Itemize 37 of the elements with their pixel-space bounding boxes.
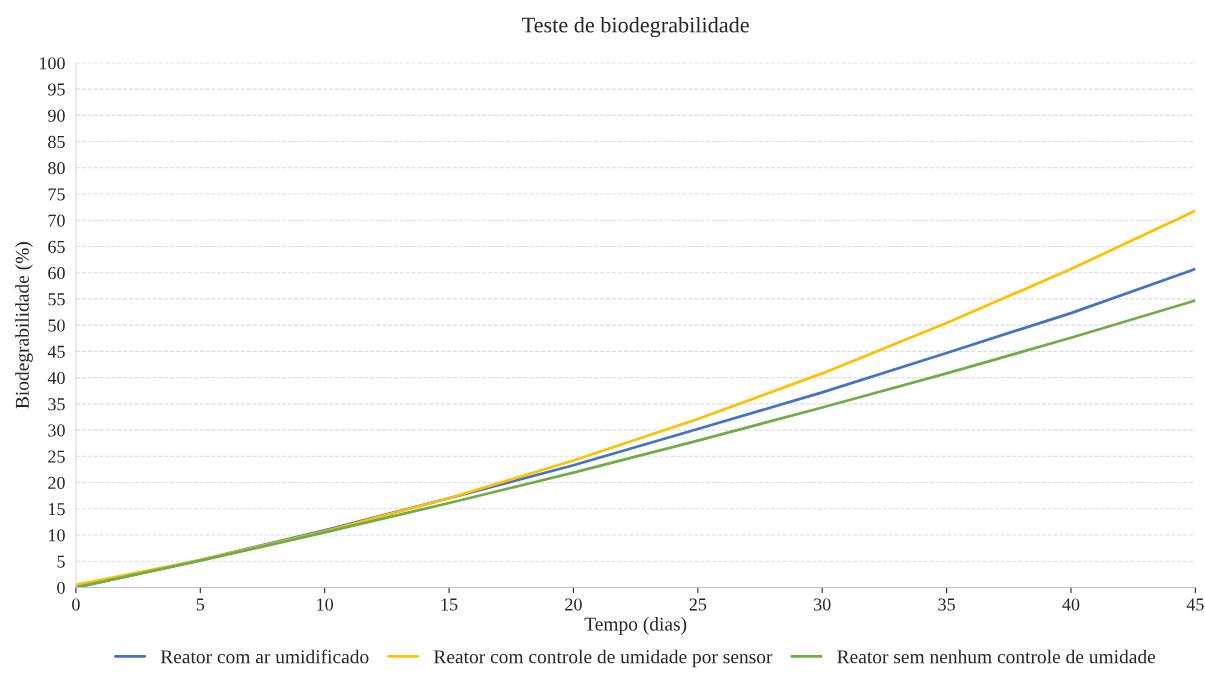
y-tick-label: 100 — [40, 57, 65, 70]
x-tick-label: 20 — [565, 598, 582, 611]
y-tick-label: 0 — [57, 581, 65, 594]
legend-label: Reator com controle de umidade por sensor — [433, 649, 773, 668]
y-tick-label: 75 — [48, 188, 65, 201]
y-tick-label: 35 — [48, 398, 65, 411]
y-tick-label: 85 — [48, 135, 65, 148]
y-tick-label: 5 — [57, 555, 65, 568]
y-tick-label: 70 — [48, 214, 65, 227]
x-tick-label: 25 — [689, 598, 707, 611]
x-tick-label: 15 — [441, 598, 458, 611]
chart-title: Teste de biodegrabilidade — [522, 16, 749, 38]
x-tick-label: 10 — [317, 598, 334, 611]
legend-label: Reator sem nenhum controle de umidade — [837, 649, 1156, 664]
y-tick-label: 15 — [49, 503, 65, 516]
y-tick-label: 45 — [47, 345, 65, 358]
x-axis-title: Tempo (dias) — [584, 617, 687, 635]
y-tick-label: 60 — [48, 266, 65, 280]
x-tick-label: 45 — [1186, 598, 1204, 611]
y-tick-label: 25 — [48, 450, 65, 463]
x-tick-label: 5 — [196, 598, 205, 611]
y-tick-label: 90 — [48, 109, 65, 122]
y-tick-label: 30 — [48, 424, 65, 437]
y-tick-label: 95 — [48, 83, 65, 96]
x-tick-label: 35 — [938, 598, 955, 611]
y-tick-label: 20 — [48, 476, 65, 489]
y-tick-label: 10 — [49, 529, 65, 542]
y-tick-label: 65 — [48, 240, 65, 253]
x-tick-label: 30 — [814, 598, 831, 611]
y-tick-label: 80 — [48, 162, 65, 175]
y-axis-title: Biodegrabilidade (%) — [15, 242, 33, 409]
y-tick-label: 40 — [47, 371, 65, 385]
x-tick-label: 0 — [72, 598, 80, 611]
y-tick-label: 50 — [48, 319, 65, 332]
x-tick-label: 40 — [1062, 598, 1080, 611]
y-tick-label: 55 — [48, 293, 65, 306]
legend-label: Reator com ar umidificado — [160, 649, 369, 664]
